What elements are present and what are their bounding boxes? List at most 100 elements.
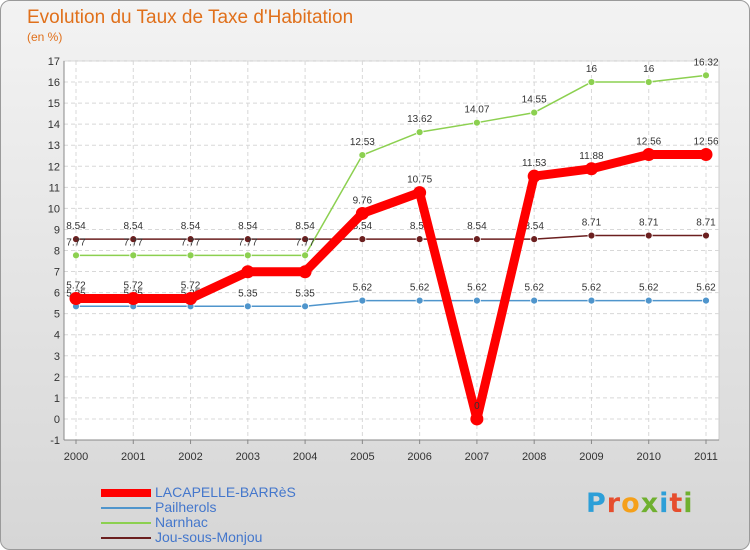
data-point bbox=[243, 302, 252, 311]
data-point bbox=[473, 235, 481, 244]
data-label: 8.54 bbox=[467, 221, 487, 232]
y-tick-label: 10 bbox=[48, 203, 60, 215]
data-label: 9.76 bbox=[353, 195, 373, 206]
y-tick-label: 9 bbox=[54, 224, 60, 236]
series-line bbox=[75, 74, 707, 257]
legend-swatch-jou bbox=[101, 537, 151, 539]
data-point bbox=[184, 292, 198, 306]
data-label: 5.62 bbox=[639, 283, 659, 294]
data-label: 5.72 bbox=[181, 281, 201, 292]
data-label: 5.62 bbox=[467, 283, 487, 294]
data-point bbox=[358, 235, 367, 244]
legend-swatch-narnhac bbox=[101, 522, 151, 524]
x-tick-label: 2010 bbox=[636, 451, 660, 463]
x-tick-label: 2007 bbox=[465, 451, 489, 463]
series-line bbox=[71, 149, 711, 424]
data-point bbox=[473, 118, 481, 127]
y-tick-label: 2 bbox=[54, 372, 60, 384]
data-label: 16.32 bbox=[693, 57, 718, 68]
data-point bbox=[355, 206, 369, 220]
data-point bbox=[358, 151, 367, 160]
data-label: 7.77 bbox=[66, 237, 86, 248]
data-label: 5.62 bbox=[410, 283, 430, 294]
data-point bbox=[301, 302, 309, 311]
legend-label-lacapelle: LACAPELLE-BARRèS bbox=[155, 484, 296, 500]
y-tick-label: 8 bbox=[54, 246, 60, 258]
y-tick-label: 16 bbox=[48, 77, 60, 89]
data-point bbox=[358, 296, 367, 305]
data-point bbox=[530, 296, 539, 305]
data-label: 14.07 bbox=[464, 105, 489, 116]
y-tick-label: 5 bbox=[54, 309, 60, 321]
legend-label-pailherols: Pailherols bbox=[155, 499, 217, 515]
x-tick-label: 2003 bbox=[236, 451, 260, 463]
data-label: 11.53 bbox=[522, 158, 547, 169]
data-point bbox=[530, 108, 539, 117]
data-point bbox=[186, 251, 195, 260]
y-tick-label: 11 bbox=[49, 182, 60, 194]
legend-label-narnhac: Narnhac bbox=[155, 514, 208, 530]
data-point bbox=[243, 251, 252, 260]
data-label: 8.54 bbox=[66, 221, 86, 232]
y-tick-label: 6 bbox=[54, 288, 60, 300]
x-tick-label: 2001 bbox=[121, 451, 145, 463]
data-label: 8.54 bbox=[410, 221, 430, 232]
proxiti-logo: Proxiti bbox=[586, 488, 694, 519]
data-label: 7.77 bbox=[238, 237, 258, 248]
data-point bbox=[129, 251, 138, 260]
x-tick-label: 2000 bbox=[64, 451, 88, 463]
data-point bbox=[587, 231, 596, 240]
data-point bbox=[415, 296, 424, 305]
data-point bbox=[584, 162, 598, 176]
y-tick-label: 15 bbox=[48, 98, 60, 110]
chart-subtitle: (en %) bbox=[27, 30, 63, 44]
data-point bbox=[530, 235, 539, 244]
data-label: 12.53 bbox=[350, 137, 375, 148]
data-label: 14.55 bbox=[522, 95, 547, 106]
data-label: 5.62 bbox=[582, 283, 602, 294]
data-label: 8.54 bbox=[238, 221, 258, 232]
y-tick-label: 7 bbox=[54, 267, 60, 279]
data-point bbox=[527, 169, 541, 183]
y-tick-label: -1 bbox=[50, 435, 60, 447]
x-tick-label: 2008 bbox=[522, 451, 546, 463]
data-point bbox=[186, 235, 195, 244]
data-point bbox=[642, 147, 656, 161]
data-label: 12.56 bbox=[693, 136, 718, 147]
data-label: 8.54 bbox=[524, 221, 544, 232]
data-label: 8.54 bbox=[353, 221, 373, 232]
data-point bbox=[702, 231, 710, 240]
data-point bbox=[587, 78, 596, 86]
logo-letter: t bbox=[669, 488, 684, 519]
y-tick-label: 1 bbox=[54, 393, 60, 405]
data-point bbox=[470, 412, 484, 426]
y-tick-label: 3 bbox=[54, 351, 60, 363]
data-point bbox=[301, 235, 309, 244]
data-label: 0 bbox=[474, 401, 480, 412]
series-line bbox=[75, 299, 707, 308]
data-label: 5.35 bbox=[295, 288, 315, 299]
data-label: 16 bbox=[586, 64, 598, 75]
data-point bbox=[644, 78, 653, 86]
data-point bbox=[72, 251, 80, 260]
data-point bbox=[298, 265, 312, 279]
data-label: 13.62 bbox=[407, 114, 432, 125]
x-tick-label: 2002 bbox=[178, 451, 202, 463]
logo-letter: i bbox=[683, 488, 694, 519]
x-tick-label: 2009 bbox=[579, 451, 603, 463]
logo-letter: i bbox=[659, 488, 670, 519]
data-point bbox=[129, 235, 138, 244]
data-point bbox=[72, 235, 80, 244]
data-point bbox=[702, 71, 710, 80]
x-tick-label: 2006 bbox=[407, 451, 431, 463]
plot-area bbox=[63, 60, 720, 441]
data-point bbox=[241, 265, 255, 279]
logo-letter: x bbox=[640, 488, 660, 519]
data-point bbox=[644, 296, 653, 305]
data-point bbox=[126, 292, 140, 306]
data-label: 5.35 bbox=[238, 288, 258, 299]
data-label: 11.88 bbox=[579, 151, 604, 162]
data-label: 8.54 bbox=[295, 221, 315, 232]
